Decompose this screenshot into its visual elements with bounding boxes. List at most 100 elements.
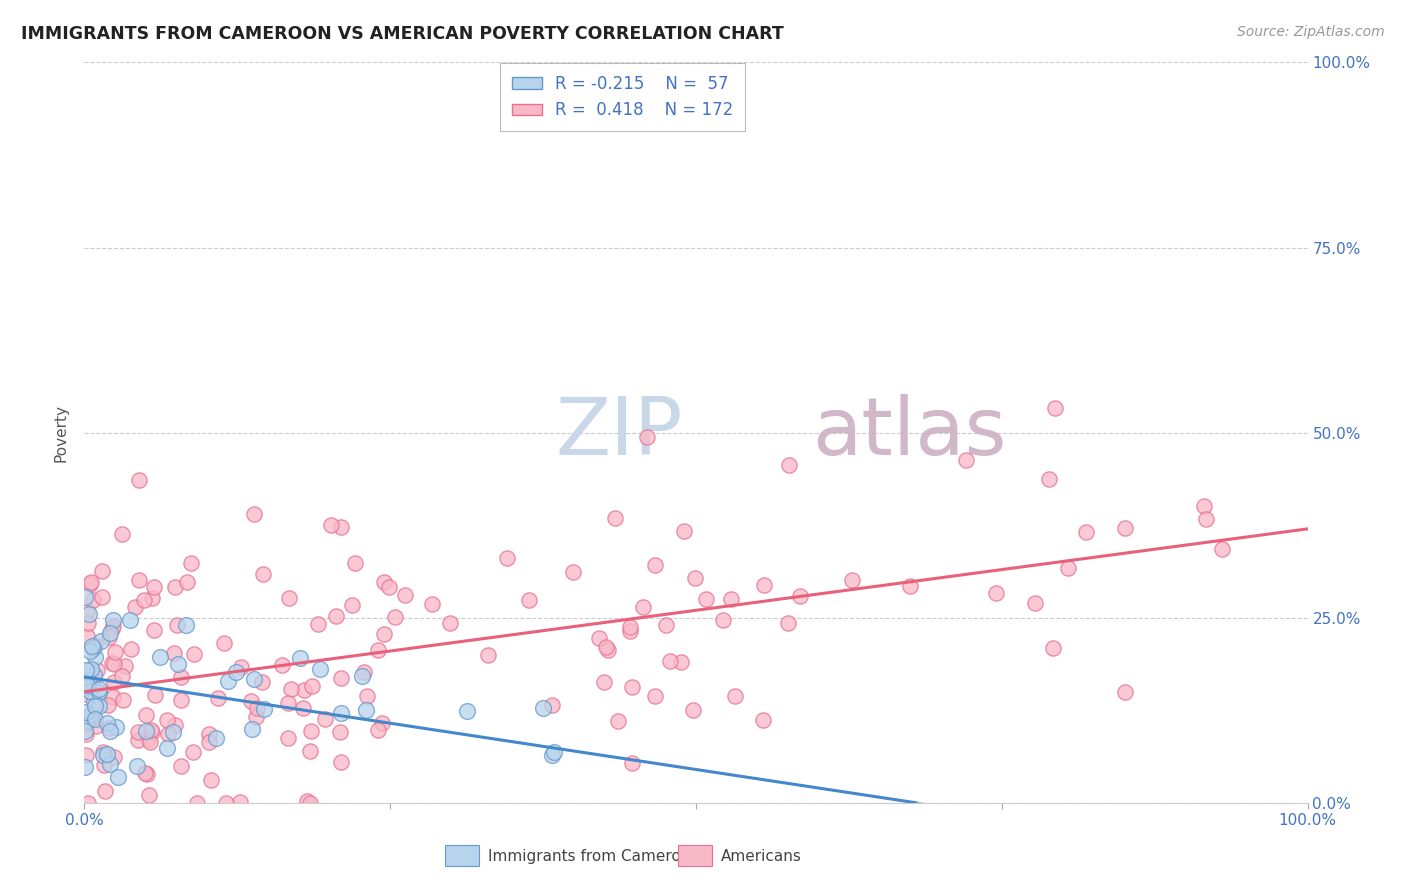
Point (593, 674, 616, 689)
Point (620, 680, 643, 694)
Point (80, 640, 103, 654)
Point (752, 713, 775, 727)
Point (217, 673, 239, 688)
Point (1211, 541, 1233, 556)
FancyBboxPatch shape (446, 845, 479, 866)
Point (82, 710, 104, 724)
Point (212, 636, 235, 650)
Point (82, 592, 104, 607)
Point (101, 613, 124, 627)
Point (270, 658, 292, 673)
Point (120, 641, 142, 656)
Point (531, 700, 554, 714)
Point (242, 722, 264, 736)
Point (94, 784, 117, 798)
Point (141, 725, 163, 739)
Point (91, 745, 114, 759)
Point (143, 688, 166, 702)
Text: Source: ZipAtlas.com: Source: ZipAtlas.com (1237, 25, 1385, 39)
Point (90, 564, 112, 578)
Point (135, 766, 157, 780)
Point (588, 631, 610, 645)
Legend: R = -0.215    N =  57, R =  0.418    N = 172: R = -0.215 N = 57, R = 0.418 N = 172 (501, 63, 745, 131)
Point (229, 660, 252, 674)
Point (100, 622, 122, 636)
Point (644, 689, 666, 703)
Point (76, 629, 98, 643)
Point (683, 571, 706, 585)
Point (631, 600, 654, 615)
Point (79, 577, 101, 591)
Point (181, 745, 204, 759)
Point (139, 735, 162, 749)
Point (245, 709, 267, 723)
Point (225, 665, 247, 680)
Point (176, 574, 198, 589)
Point (170, 692, 193, 706)
Point (183, 647, 205, 661)
Point (841, 573, 863, 587)
Point (671, 655, 693, 669)
Point (156, 741, 179, 756)
Point (292, 683, 315, 698)
Point (103, 690, 125, 704)
Point (103, 674, 125, 689)
Point (330, 756, 353, 770)
Point (620, 756, 643, 770)
Point (104, 645, 127, 659)
Point (200, 773, 222, 788)
Point (330, 520, 353, 534)
Point (83, 693, 105, 707)
Point (91, 748, 114, 763)
Point (314, 712, 336, 726)
Point (83, 712, 105, 726)
Point (76, 604, 98, 618)
Point (111, 692, 134, 706)
FancyBboxPatch shape (678, 845, 711, 866)
Point (134, 765, 156, 780)
Point (98, 723, 121, 738)
Point (79, 644, 101, 658)
Point (142, 580, 165, 594)
Point (97, 698, 120, 712)
Point (250, 675, 273, 690)
Point (353, 665, 375, 679)
Point (87, 685, 110, 699)
Point (73, 687, 96, 701)
Point (371, 715, 394, 730)
Point (77, 673, 100, 687)
Point (420, 597, 443, 611)
Point (84, 719, 107, 733)
Point (105, 720, 128, 734)
Point (477, 648, 499, 662)
Point (98, 626, 121, 640)
Point (603, 510, 626, 524)
Point (955, 453, 977, 467)
Point (90, 590, 112, 604)
Point (619, 620, 641, 634)
Point (176, 618, 198, 632)
Point (75, 663, 97, 677)
Point (86, 688, 108, 702)
Point (163, 718, 186, 732)
Point (75, 705, 97, 719)
Point (148, 650, 170, 665)
Point (75, 680, 97, 694)
Point (135, 724, 157, 739)
Point (330, 706, 353, 720)
Point (325, 608, 347, 623)
Point (277, 696, 299, 710)
Point (77, 616, 100, 631)
Text: IMMIGRANTS FROM CAMEROON VS AMERICAN POVERTY CORRELATION CHART: IMMIGRANTS FROM CAMEROON VS AMERICAN POV… (21, 25, 783, 43)
Point (1114, 521, 1136, 535)
Point (299, 796, 322, 810)
Point (644, 558, 666, 573)
Point (135, 707, 157, 722)
Point (124, 600, 146, 615)
Point (253, 702, 276, 716)
Point (96, 716, 118, 731)
Point (1195, 512, 1218, 526)
Point (93, 758, 115, 772)
Point (309, 662, 332, 676)
Point (350, 668, 373, 682)
